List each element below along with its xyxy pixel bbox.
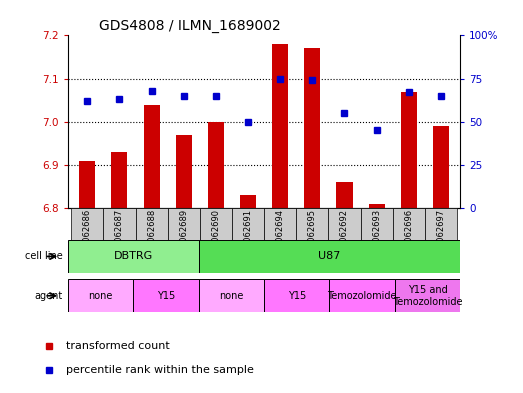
Text: GSM1062686: GSM1062686 (83, 209, 92, 266)
Text: transformed count: transformed count (66, 340, 169, 351)
Bar (168, 208, 200, 240)
Bar (68, 279, 133, 312)
Text: DBTRG: DBTRG (113, 252, 153, 261)
Bar (200, 208, 232, 240)
Text: cell line: cell line (25, 252, 63, 261)
Bar (240, 195, 256, 208)
Text: GSM1062696: GSM1062696 (404, 209, 413, 265)
Text: GSM1062695: GSM1062695 (308, 209, 317, 265)
Bar (433, 126, 449, 208)
Text: Y15 and
Temozolomide: Y15 and Temozolomide (393, 285, 462, 307)
Bar (199, 240, 460, 273)
Bar (232, 208, 264, 240)
Text: GSM1062690: GSM1062690 (211, 209, 220, 265)
Text: Temozolomide: Temozolomide (327, 291, 397, 301)
Text: Y15: Y15 (288, 291, 306, 301)
Bar (135, 208, 168, 240)
Bar (296, 208, 328, 240)
Bar (329, 279, 395, 312)
Text: GSM1062693: GSM1062693 (372, 209, 381, 265)
Text: U87: U87 (319, 252, 340, 261)
Bar (360, 208, 393, 240)
Bar (133, 279, 199, 312)
Bar (68, 240, 199, 273)
Text: GSM1062691: GSM1062691 (244, 209, 253, 265)
Bar (143, 105, 160, 208)
Text: GSM1062694: GSM1062694 (276, 209, 285, 265)
Text: Y15: Y15 (157, 291, 175, 301)
Bar (264, 279, 329, 312)
Text: agent: agent (35, 291, 63, 301)
Bar (395, 279, 460, 312)
Bar (71, 208, 104, 240)
Bar (264, 208, 296, 240)
Bar (401, 92, 417, 208)
Text: GDS4808 / ILMN_1689002: GDS4808 / ILMN_1689002 (99, 19, 281, 33)
Bar (111, 152, 128, 208)
Bar (425, 208, 457, 240)
Bar (79, 161, 95, 208)
Text: GSM1062697: GSM1062697 (437, 209, 446, 265)
Bar (208, 122, 224, 208)
Bar (304, 48, 321, 208)
Bar (393, 208, 425, 240)
Bar (176, 135, 192, 208)
Text: GSM1062687: GSM1062687 (115, 209, 124, 266)
Bar (272, 44, 288, 208)
Text: none: none (88, 291, 113, 301)
Text: none: none (219, 291, 244, 301)
Bar (199, 279, 264, 312)
Bar (104, 208, 135, 240)
Bar (328, 208, 360, 240)
Text: percentile rank within the sample: percentile rank within the sample (66, 365, 254, 375)
Bar (369, 204, 385, 208)
Text: GSM1062688: GSM1062688 (147, 209, 156, 266)
Text: GSM1062689: GSM1062689 (179, 209, 188, 265)
Bar (336, 182, 353, 208)
Text: GSM1062692: GSM1062692 (340, 209, 349, 265)
